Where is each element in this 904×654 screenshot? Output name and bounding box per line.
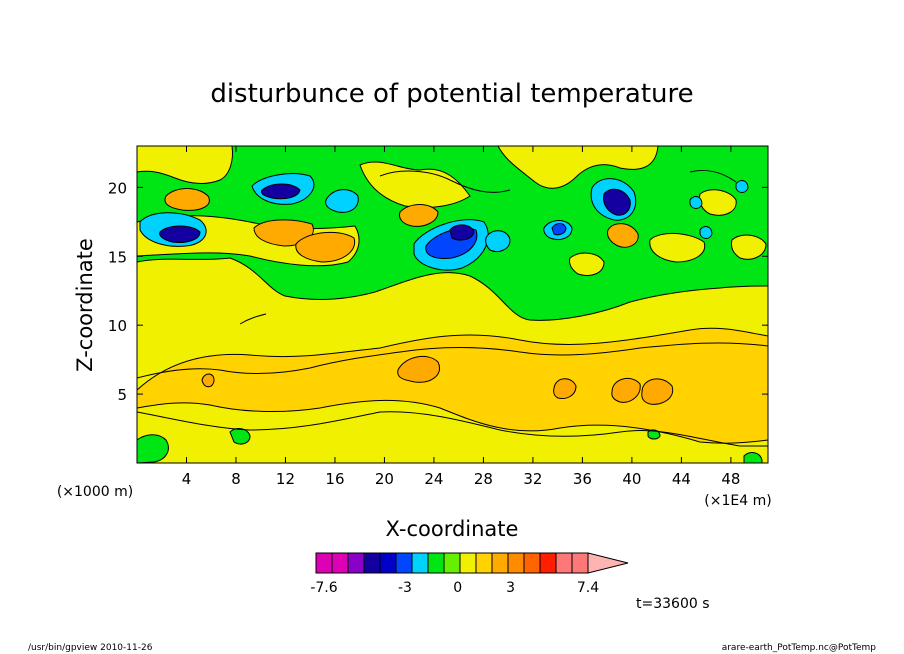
y-tick-label: 10: [108, 317, 127, 335]
colorbar-label: 3: [506, 580, 515, 596]
colorbar-segment: [475, 552, 493, 574]
colorbar-segment: [331, 552, 349, 574]
cyan-blob: [735, 180, 749, 193]
x-axis: 4 8 12 16 20 24 28 32 36 40 44 48: [182, 146, 740, 488]
contour-line: [136, 411, 768, 447]
yellow-upper-left: [136, 145, 233, 185]
x-tick-label: 4: [182, 470, 192, 488]
colorbar-segment: [523, 552, 541, 574]
colorbar-segment: [427, 552, 445, 574]
colorbar-label: 7.4: [577, 580, 599, 596]
colorbar-segment: [363, 552, 381, 574]
colorbar-label: -7.6: [310, 580, 337, 596]
colorbar-segment: [315, 552, 333, 574]
contour-field: [136, 145, 769, 464]
x-tick-label: 40: [622, 470, 641, 488]
dark-blue-blob: [159, 225, 201, 243]
contour-line: [136, 342, 769, 379]
colorbar-segment: [459, 552, 477, 574]
x-tick-label: 8: [231, 470, 241, 488]
colorbar-segment: [491, 552, 509, 574]
yellow-blob: [569, 252, 605, 276]
chart-title: disturbunce of potential temperature: [210, 79, 693, 109]
orange-blob: [295, 231, 356, 263]
cyan-blob: [485, 230, 511, 253]
footer-left: /usr/bin/gpview 2010-11-26: [28, 643, 153, 653]
orange-band: [136, 327, 769, 444]
y-axis: 5 10 15 20: [108, 179, 768, 404]
time-label: t=33600 s: [636, 596, 710, 612]
plot-frame: [136, 145, 769, 464]
x-tick-label: 28: [474, 470, 493, 488]
x-tick-label: 32: [523, 470, 542, 488]
dark-orange-blob: [201, 373, 215, 388]
x-unit-right: (×1E4 m): [704, 493, 771, 509]
orange-blob: [164, 188, 210, 211]
x-tick-label: 44: [672, 470, 691, 488]
blue-blob: [551, 223, 567, 236]
dark-orange-blob: [397, 355, 440, 383]
colorbar-segment: [379, 552, 397, 574]
cyan-blob: [699, 226, 713, 239]
colorbar-segment: [571, 552, 589, 574]
orange-blob: [607, 223, 639, 248]
contour-line: [379, 170, 511, 193]
colorbar-labels: -7.6 -3 0 3 7.4: [310, 580, 599, 596]
green-lower-blob: [647, 429, 661, 440]
cyan-blob: [325, 189, 359, 213]
x-tick-label: 16: [325, 470, 344, 488]
yellow-blob: [649, 233, 706, 263]
x-unit-left: (×1000 m): [57, 484, 133, 500]
colorbar-segment: [411, 552, 429, 574]
orange-blob: [399, 204, 439, 227]
x-tick-label: 36: [573, 470, 592, 488]
x-tick-label: 20: [375, 470, 394, 488]
dark-orange-blob: [641, 378, 674, 405]
y-axis-label: Z-coordinate: [73, 238, 97, 372]
yellow-upper-right: [497, 145, 659, 189]
colorbar: [315, 552, 629, 574]
cyan-blob: [689, 196, 703, 209]
colorbar-segment: [443, 552, 461, 574]
y-tick-label: 20: [108, 179, 127, 197]
colorbar-segment: [507, 552, 525, 574]
y-tick-label: 15: [108, 248, 127, 266]
x-tick-label: 12: [276, 470, 295, 488]
green-lower-blob: [136, 434, 169, 464]
dark-blue-blob: [261, 183, 301, 200]
x-tick-label: 48: [721, 470, 740, 488]
x-axis-label: X-coordinate: [386, 517, 519, 541]
footer-right: arare-earth_PotTemp.nc@PotTemp: [722, 643, 877, 653]
colorbar-segment: [347, 552, 365, 574]
colorbar-label: -3: [398, 580, 412, 596]
colorbar-segment: [539, 552, 557, 574]
contour-line: [239, 313, 267, 325]
dark-blue-blob: [449, 224, 475, 241]
dark-orange-blob: [611, 377, 641, 403]
dark-orange-blob: [553, 378, 577, 399]
colorbar-segment: [555, 552, 573, 574]
colorbar-segment: [395, 552, 413, 574]
x-tick-label: 24: [424, 470, 443, 488]
dark-blue-blob: [603, 188, 631, 216]
y-tick-label: 5: [117, 386, 127, 404]
contour-line: [689, 169, 737, 183]
colorbar-label: 0: [453, 580, 462, 596]
yellow-blob: [731, 234, 767, 260]
colorbar-arrow: [587, 552, 629, 574]
